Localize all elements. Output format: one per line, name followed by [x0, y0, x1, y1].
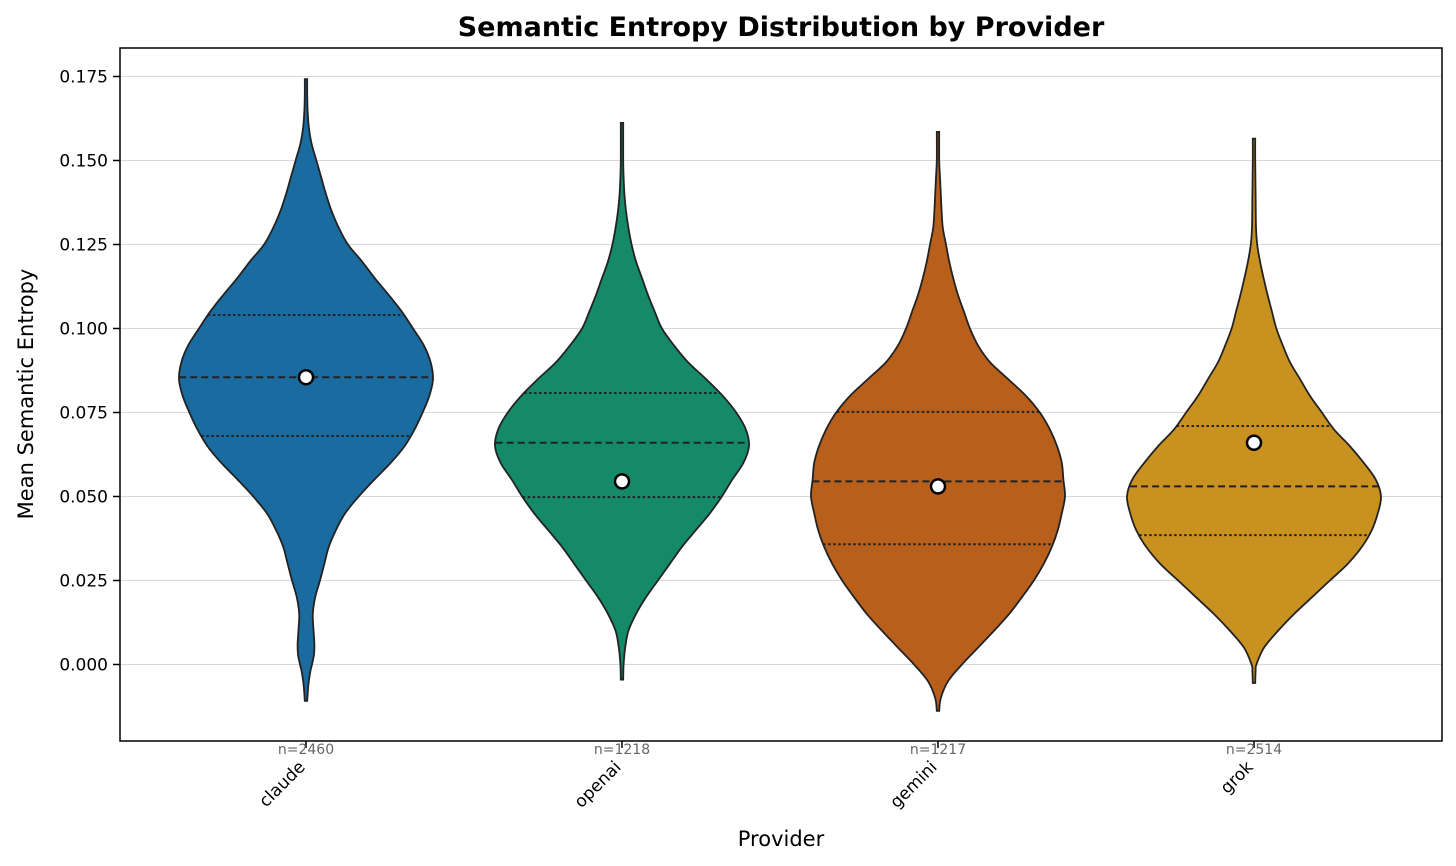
violin-claude [178, 78, 434, 702]
plot-frame [119, 47, 1443, 742]
y-tick-label: 0.150 [59, 152, 108, 172]
x-tick-label: claude [255, 757, 309, 811]
x-axis-label: Provider [738, 827, 825, 851]
mean-marker [613, 473, 631, 490]
count-label: n=2514 [1226, 742, 1282, 758]
y-tick-label: 0.100 [59, 320, 108, 340]
violin-body [178, 78, 434, 702]
mean-marker [929, 478, 947, 495]
violin-openai [494, 121, 750, 681]
mean-marker [297, 368, 315, 386]
y-tick-label: 0.050 [59, 488, 108, 508]
x-tick-label: grok [1217, 757, 1258, 798]
count-label: n=1217 [910, 742, 966, 758]
violin-gemini [810, 131, 1066, 712]
x-tick-label: openai [571, 757, 626, 812]
y-tick-label: 0.125 [59, 236, 108, 256]
chart-title: Semantic Entropy Distribution by Provide… [458, 12, 1105, 43]
violins [178, 78, 1382, 712]
violin-body [494, 121, 750, 681]
violin-grok [1126, 137, 1382, 684]
count-label: n=1218 [594, 742, 650, 758]
mean-marker [1245, 434, 1263, 451]
violin-body [1126, 137, 1382, 684]
y-axis-label: Mean Semantic Entropy [14, 269, 38, 520]
count-label: n=2460 [278, 742, 334, 758]
violin-body [810, 131, 1066, 712]
x-tick-label: gemini [886, 757, 941, 812]
y-tick-label: 0.175 [59, 68, 108, 88]
y-tick-label: 0.000 [59, 656, 108, 676]
y-tick-label: 0.075 [59, 404, 108, 424]
y-axis: 0.000 0.025 0.050 0.075 0.100 0.125 0.150 0.175 [59, 68, 120, 676]
y-tick-label: 0.025 [59, 572, 108, 592]
